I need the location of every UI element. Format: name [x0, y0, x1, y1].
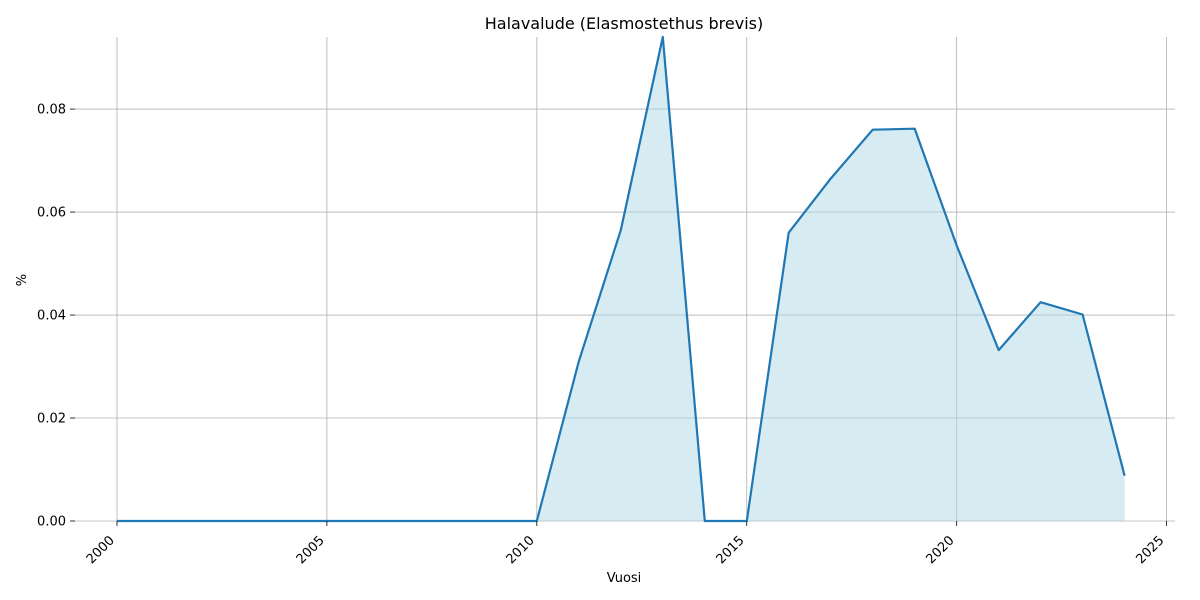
x-tick-label: 2015 [714, 533, 748, 567]
x-axis-label: Vuosi [607, 571, 642, 586]
y-tick-label: 0.02 [37, 412, 66, 427]
area-fill [117, 37, 1125, 521]
y-axis: 0.00 0.02 0.04 0.06 0.08 [37, 103, 75, 530]
x-tick-label: 2010 [504, 533, 538, 567]
x-tick-label: 2025 [1133, 533, 1167, 567]
y-tick-label: 0.08 [37, 103, 66, 118]
x-axis: 2000 2005 2010 2015 2020 2025 [84, 521, 1167, 567]
x-tick-label: 2005 [294, 533, 328, 567]
y-tick-label: 0.06 [37, 206, 66, 221]
chart-title: Halavalude (Elasmostethus brevis) [485, 14, 764, 33]
x-tick-label: 2020 [924, 533, 958, 567]
y-tick-label: 0.00 [37, 515, 66, 530]
x-tick-label: 2000 [84, 533, 118, 567]
data-points [116, 36, 1125, 522]
y-axis-label: % [15, 274, 30, 286]
y-tick-label: 0.04 [37, 309, 66, 324]
